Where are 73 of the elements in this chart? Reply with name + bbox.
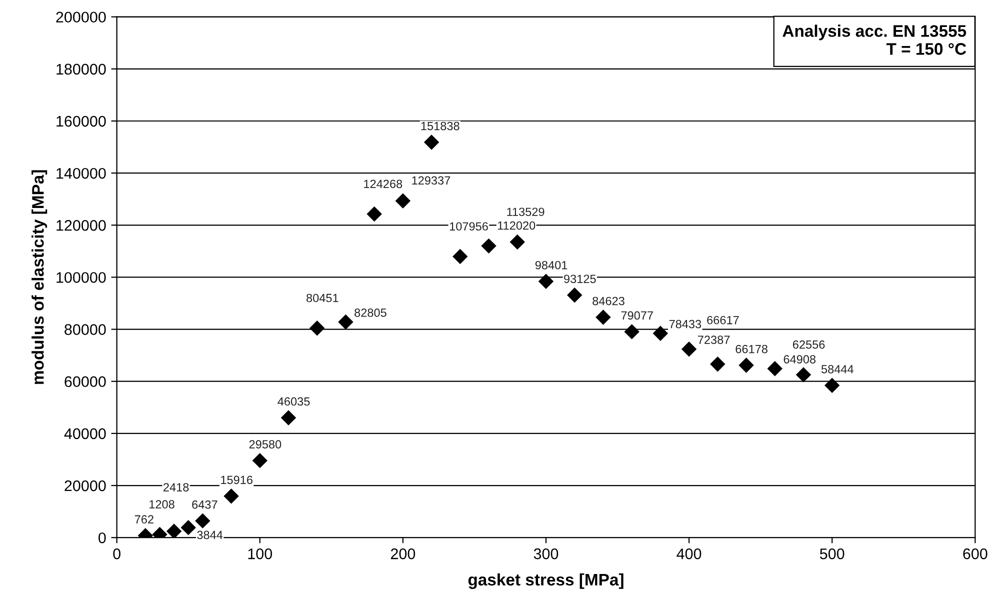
point (180, 520, 196, 536)
data-label: 129337 (412, 176, 450, 185)
x-tick-label: 300 (534, 548, 558, 560)
point (224, 488, 239, 504)
y-axis-title: modulus of elasticity [MPa] (32, 170, 48, 384)
annotation: Analysis acc. EN 13555 T = 150 °C (782, 24, 966, 55)
y-tick-label: 40000 (64, 428, 106, 440)
point (596, 310, 611, 325)
point (166, 524, 182, 538)
y-tick-label: 180000 (56, 64, 106, 75)
data-label: 107956 (450, 222, 488, 231)
point (338, 314, 354, 330)
data-label: 3844 (197, 530, 223, 540)
data-label: 66178 (736, 344, 768, 354)
y-tick-label: 60000 (64, 376, 106, 388)
data-label: 6437 (192, 500, 218, 509)
data-label: 124268 (364, 180, 402, 188)
point (309, 320, 325, 336)
point (738, 358, 754, 373)
data-label: 762 (134, 515, 154, 524)
x-tick-label: 0 (113, 548, 120, 560)
data-label: 62556 (792, 340, 825, 349)
data-label: 84623 (592, 296, 624, 306)
x-tick-label: 100 (248, 548, 272, 560)
point (796, 367, 812, 382)
data-label: 46035 (278, 397, 310, 406)
y-tick-label: 0 (98, 532, 106, 544)
point (824, 378, 840, 394)
point (710, 356, 726, 372)
y-tick-label: 20000 (64, 480, 106, 492)
data-label: 151838 (421, 122, 460, 130)
data-label: 113529 (507, 208, 544, 216)
point (538, 274, 554, 289)
point (452, 248, 468, 264)
point (481, 238, 496, 254)
point (767, 360, 782, 376)
x-tick-label: 500 (820, 548, 844, 560)
data-label: 112020 (498, 221, 536, 230)
y-tick-label: 140000 (56, 168, 106, 179)
point (566, 288, 582, 303)
point (280, 410, 296, 426)
point (252, 452, 268, 468)
y-tick-label: 100000 (56, 272, 106, 283)
data-label: 79077 (621, 311, 653, 320)
point (624, 324, 640, 340)
point (510, 234, 525, 250)
data-label: 98401 (535, 260, 568, 270)
y-tick-label: 120000 (56, 220, 106, 231)
data-label: 15916 (221, 476, 252, 484)
data-label: 58444 (821, 365, 854, 374)
point (681, 342, 697, 357)
y-tick-label: 160000 (56, 116, 106, 127)
point (395, 193, 411, 208)
data-label: 78433 (669, 320, 702, 328)
data-label: 80451 (306, 294, 338, 302)
x-tick-label: 200 (390, 548, 416, 560)
x-tick-label: 400 (676, 548, 702, 560)
point (195, 513, 210, 528)
data-label: 93125 (564, 274, 596, 284)
point (652, 326, 668, 341)
data-label: 72387 (698, 336, 730, 344)
data-label: 1208 (150, 500, 174, 508)
data-label: 2418 (164, 483, 189, 492)
data-label: 64908 (784, 355, 816, 364)
data-label: 82805 (354, 308, 386, 317)
point (424, 134, 440, 150)
point (366, 206, 382, 222)
y-tick-label: 200000 (56, 12, 106, 23)
x-tick-label: 600 (963, 548, 988, 560)
x-axis-title: gasket stress [MPa] (468, 573, 624, 589)
data-label: 29580 (249, 440, 282, 449)
data-label: 66617 (707, 316, 739, 324)
y-tick-label: 80000 (64, 324, 106, 335)
